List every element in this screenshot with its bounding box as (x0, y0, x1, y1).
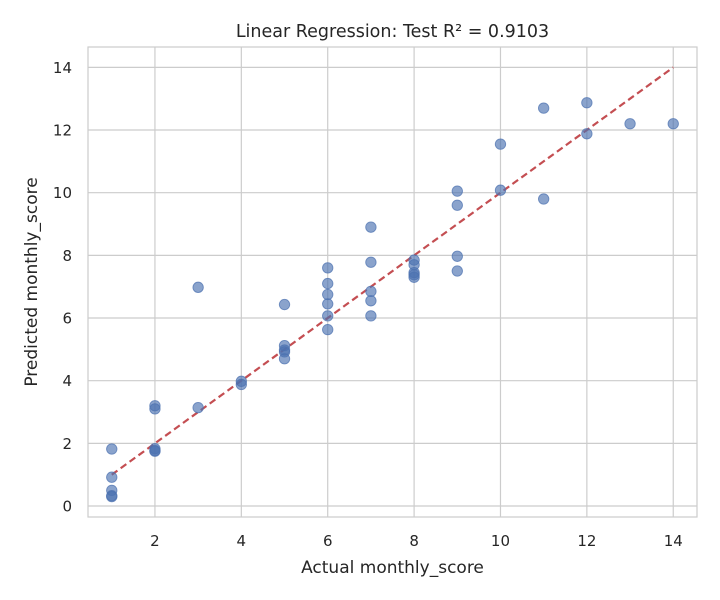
data-point (365, 256, 377, 268)
fit-line (111, 66, 674, 476)
data-point (322, 288, 334, 301)
data-point (451, 185, 463, 197)
data-point (365, 310, 377, 322)
y-tick-label: 10 (53, 184, 72, 202)
data-point (581, 97, 593, 109)
data-point (322, 310, 334, 322)
data-point (322, 323, 334, 336)
data-point (451, 265, 463, 277)
y-tick-label: 4 (62, 372, 72, 390)
data-point (192, 401, 204, 414)
grid (88, 47, 697, 517)
data-point (581, 128, 593, 140)
y-axis-label: Predicted monthly_score (22, 177, 42, 386)
y-tick-label: 6 (62, 310, 72, 328)
data-point (149, 445, 161, 457)
y-tick-label: 2 (62, 435, 72, 453)
points-layer (106, 97, 679, 503)
x-tick-label: 12 (577, 532, 596, 550)
data-point (149, 403, 161, 415)
x-tick-label: 8 (409, 532, 419, 550)
chart-title: Linear Regression: Test R² = 0.9103 (236, 22, 549, 42)
fit-line-layer (111, 66, 674, 476)
data-point (451, 199, 463, 211)
data-point (365, 221, 377, 233)
y-tick-label: 14 (53, 59, 72, 77)
x-tick-label: 6 (323, 532, 333, 550)
y-tick-labels: 0 2 4 6 8 10 12 14 (53, 59, 72, 516)
data-point (106, 471, 118, 483)
x-tick-label: 10 (491, 532, 510, 550)
data-point (538, 193, 550, 205)
y-tick-label: 8 (62, 247, 72, 265)
data-point (538, 102, 550, 114)
x-axis-label: Actual monthly_score (301, 558, 484, 578)
data-point (451, 250, 463, 262)
y-tick-label: 0 (62, 498, 72, 516)
data-point (408, 271, 420, 283)
x-tick-label: 14 (664, 532, 683, 550)
y-tick-label: 12 (53, 122, 72, 140)
data-point (192, 281, 204, 293)
data-point (106, 443, 118, 455)
data-point (106, 490, 118, 503)
data-point (278, 298, 291, 311)
data-point (494, 138, 507, 150)
x-tick-label: 4 (237, 532, 247, 550)
data-point (322, 298, 334, 310)
data-point (494, 184, 507, 196)
data-point (624, 118, 636, 130)
x-tick-labels: 2 4 6 8 10 12 14 (150, 532, 683, 550)
plot-frame (87, 46, 698, 518)
data-point (322, 277, 334, 290)
data-point (365, 295, 377, 307)
data-point (322, 262, 334, 274)
data-point (365, 285, 377, 298)
data-point (278, 353, 291, 365)
data-point (235, 378, 247, 391)
x-tick-label: 2 (150, 532, 160, 550)
data-point (667, 118, 679, 130)
